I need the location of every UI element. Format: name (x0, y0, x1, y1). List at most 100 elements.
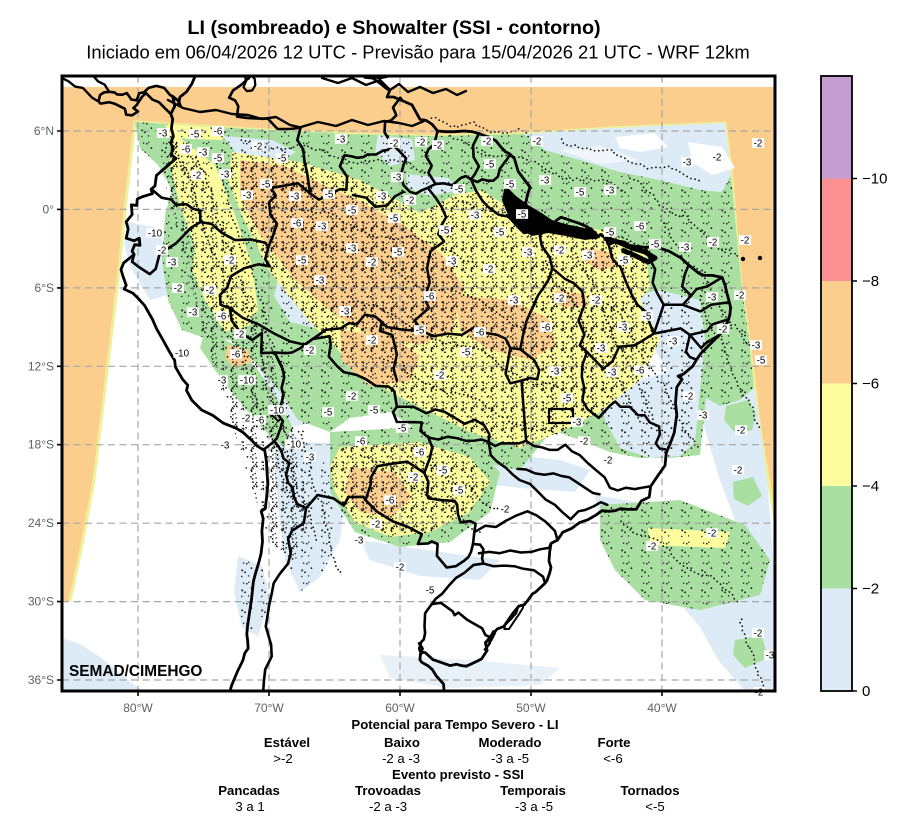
svg-text:-3: -3 (159, 128, 168, 139)
svg-text:30°S: 30°S (28, 595, 54, 609)
svg-text:SEMAD/CIMEHGO: SEMAD/CIMEHGO (69, 663, 202, 680)
svg-text:-3: -3 (699, 410, 708, 421)
svg-text:-5: -5 (394, 247, 403, 258)
svg-text:-3: -3 (606, 185, 615, 196)
svg-text:-5: -5 (325, 189, 334, 200)
svg-text:-3: -3 (551, 366, 560, 377)
svg-text:-2: -2 (604, 455, 613, 466)
svg-text:-5: -5 (576, 187, 585, 198)
svg-text:-3: -3 (471, 210, 480, 221)
svg-text:-2: -2 (396, 562, 405, 573)
svg-text:-2: -2 (719, 324, 728, 335)
svg-text:-3: -3 (510, 295, 519, 306)
svg-text:-2: -2 (685, 391, 694, 402)
svg-text:Tornados: Tornados (620, 783, 679, 798)
svg-text:50°W: 50°W (516, 701, 546, 715)
svg-text:-2: -2 (708, 528, 717, 539)
svg-text:-3: -3 (221, 169, 230, 180)
svg-text:Temporais: Temporais (500, 783, 566, 798)
svg-text:-2: -2 (174, 283, 183, 294)
svg-text:-6: -6 (636, 365, 645, 376)
svg-text:-3: -3 (316, 275, 325, 286)
svg-text:-5: -5 (348, 205, 357, 216)
svg-text:-10: -10 (270, 405, 285, 416)
svg-text:-3: -3 (393, 172, 402, 183)
svg-text:-5: -5 (643, 311, 652, 322)
svg-text:-6: -6 (416, 447, 425, 458)
svg-text:6°N: 6°N (34, 124, 54, 138)
svg-text:-2 a -3: -2 a -3 (382, 751, 420, 766)
svg-text:-3: -3 (199, 147, 208, 158)
svg-text:-2: -2 (390, 138, 399, 149)
svg-text:-5: -5 (370, 405, 379, 416)
svg-text:−10: −10 (862, 171, 887, 188)
svg-text:Pancadas: Pancadas (218, 783, 280, 798)
svg-text:-3: -3 (683, 157, 692, 168)
svg-text:-2: -2 (755, 687, 764, 698)
svg-text:-6: -6 (386, 495, 395, 506)
svg-text:Evento previsto - SSI: Evento previsto - SSI (392, 767, 524, 782)
svg-text:3 a 1: 3 a 1 (235, 799, 264, 814)
svg-text:-2: -2 (754, 628, 763, 639)
svg-text:-2: -2 (485, 264, 494, 275)
svg-text:-2: -2 (754, 138, 763, 149)
svg-text:<-5: <-5 (645, 799, 664, 814)
svg-text:-3: -3 (243, 190, 252, 201)
svg-text:-6: -6 (182, 144, 191, 155)
svg-text:>-2: >-2 (273, 751, 292, 766)
svg-text:-5: -5 (455, 485, 464, 496)
svg-text:-2: -2 (193, 170, 202, 181)
svg-text:-2: -2 (410, 472, 419, 483)
svg-text:-2: -2 (592, 295, 601, 306)
svg-text:-5: -5 (651, 239, 660, 250)
svg-text:-2: -2 (368, 257, 377, 268)
svg-text:-2: -2 (417, 137, 426, 148)
svg-text:-6: -6 (542, 322, 551, 333)
svg-text:-3: -3 (355, 535, 364, 546)
svg-text:-3: -3 (337, 134, 346, 145)
svg-text:-2: -2 (709, 237, 718, 248)
svg-text:-2: -2 (556, 293, 565, 304)
svg-text:-5: -5 (439, 465, 448, 476)
svg-text:-5: -5 (298, 255, 307, 266)
svg-text:-3: -3 (669, 336, 678, 347)
svg-text:-3: -3 (168, 257, 177, 268)
svg-text:-3: -3 (597, 343, 606, 354)
svg-text:-2: -2 (556, 245, 565, 256)
svg-text:36°S: 36°S (28, 673, 54, 687)
svg-text:-2: -2 (533, 136, 542, 147)
svg-text:-3: -3 (681, 242, 690, 253)
svg-text:Moderado: Moderado (478, 735, 541, 750)
svg-text:-6: -6 (426, 291, 435, 302)
svg-text:-2: -2 (736, 290, 745, 301)
svg-text:-5: -5 (455, 184, 464, 195)
svg-text:-2: -2 (483, 136, 492, 147)
svg-text:18°S: 18°S (28, 438, 54, 452)
svg-text:-5: -5 (606, 227, 615, 238)
svg-text:-6: -6 (476, 327, 485, 338)
svg-text:−2: −2 (862, 581, 879, 598)
svg-text:-5: -5 (278, 153, 287, 164)
svg-text:-3: -3 (524, 247, 533, 258)
svg-text:-2: -2 (734, 465, 743, 476)
svg-text:-2: -2 (206, 285, 215, 296)
svg-text:Estável: Estável (264, 735, 310, 750)
svg-text:-2: -2 (501, 504, 510, 515)
svg-text:70°W: 70°W (254, 701, 284, 715)
svg-text:-2 a -3: -2 a -3 (369, 799, 407, 814)
svg-text:-3: -3 (378, 191, 387, 202)
svg-text:-2: -2 (713, 152, 722, 163)
svg-text:-3: -3 (584, 250, 593, 261)
svg-text:-6: -6 (293, 218, 302, 229)
svg-text:-5: -5 (486, 159, 495, 170)
svg-text:-3: -3 (766, 650, 775, 661)
svg-text:40°W: 40°W (647, 701, 677, 715)
svg-text:-6: -6 (256, 415, 265, 426)
svg-text:-10: -10 (287, 439, 302, 450)
svg-text:0: 0 (862, 683, 870, 700)
svg-text:-3: -3 (348, 243, 357, 254)
svg-text:-2: -2 (372, 519, 381, 530)
svg-text:-2: -2 (348, 391, 357, 402)
svg-text:-2: -2 (254, 141, 263, 152)
svg-text:-5: -5 (390, 213, 399, 224)
